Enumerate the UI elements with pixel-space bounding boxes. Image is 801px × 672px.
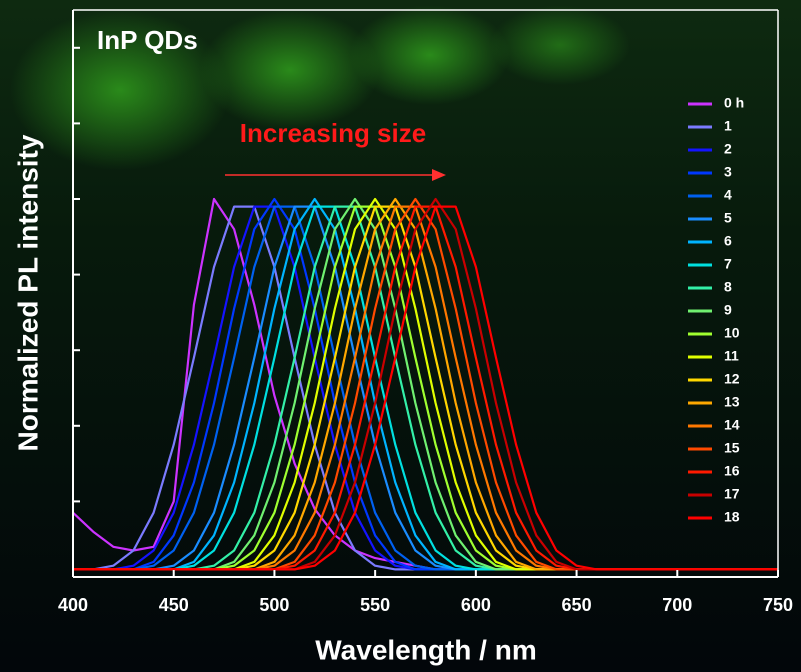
legend-label: 14	[724, 417, 740, 433]
vial-glow	[10, 10, 230, 170]
x-tick-label: 400	[58, 595, 88, 615]
x-axis-label: Wavelength / nm	[315, 634, 536, 665]
legend-label: 7	[724, 256, 732, 272]
vial-glow	[350, 5, 510, 105]
legend-label: 16	[724, 463, 740, 479]
legend-label: 5	[724, 210, 732, 226]
y-axis-label: Normalized PL intensity	[12, 134, 43, 451]
legend-label: 11	[724, 348, 739, 364]
legend-label: 15	[724, 440, 740, 456]
legend-label: 8	[724, 279, 732, 295]
legend-label: 18	[724, 509, 740, 525]
x-tick-label: 600	[461, 595, 491, 615]
legend-label: 17	[724, 486, 740, 502]
legend-label: 1	[724, 118, 732, 134]
x-tick-label: 550	[360, 595, 390, 615]
x-tick-label: 500	[259, 595, 289, 615]
arrow-head	[432, 169, 446, 181]
x-tick-label: 650	[562, 595, 592, 615]
legend-label: 0 h	[724, 95, 744, 111]
vial-glow	[490, 5, 630, 85]
legend-label: 3	[724, 164, 732, 180]
legend-label: 10	[724, 325, 740, 341]
vial-glow	[200, 10, 380, 130]
legend-label: 4	[724, 187, 732, 203]
series-line	[73, 205, 778, 571]
legend-label: 9	[724, 302, 732, 318]
legend-label: 2	[724, 141, 732, 157]
legend-label: 13	[724, 394, 740, 410]
x-tick-label: 450	[159, 595, 189, 615]
x-tick-label: 700	[662, 595, 692, 615]
plot-area	[72, 197, 778, 571]
legend-label: 6	[724, 233, 732, 249]
legend-label: 12	[724, 371, 740, 387]
annotation: Increasing size	[240, 118, 426, 148]
x-tick-label: 750	[763, 595, 793, 615]
chart-title: InP QDs	[97, 25, 198, 55]
